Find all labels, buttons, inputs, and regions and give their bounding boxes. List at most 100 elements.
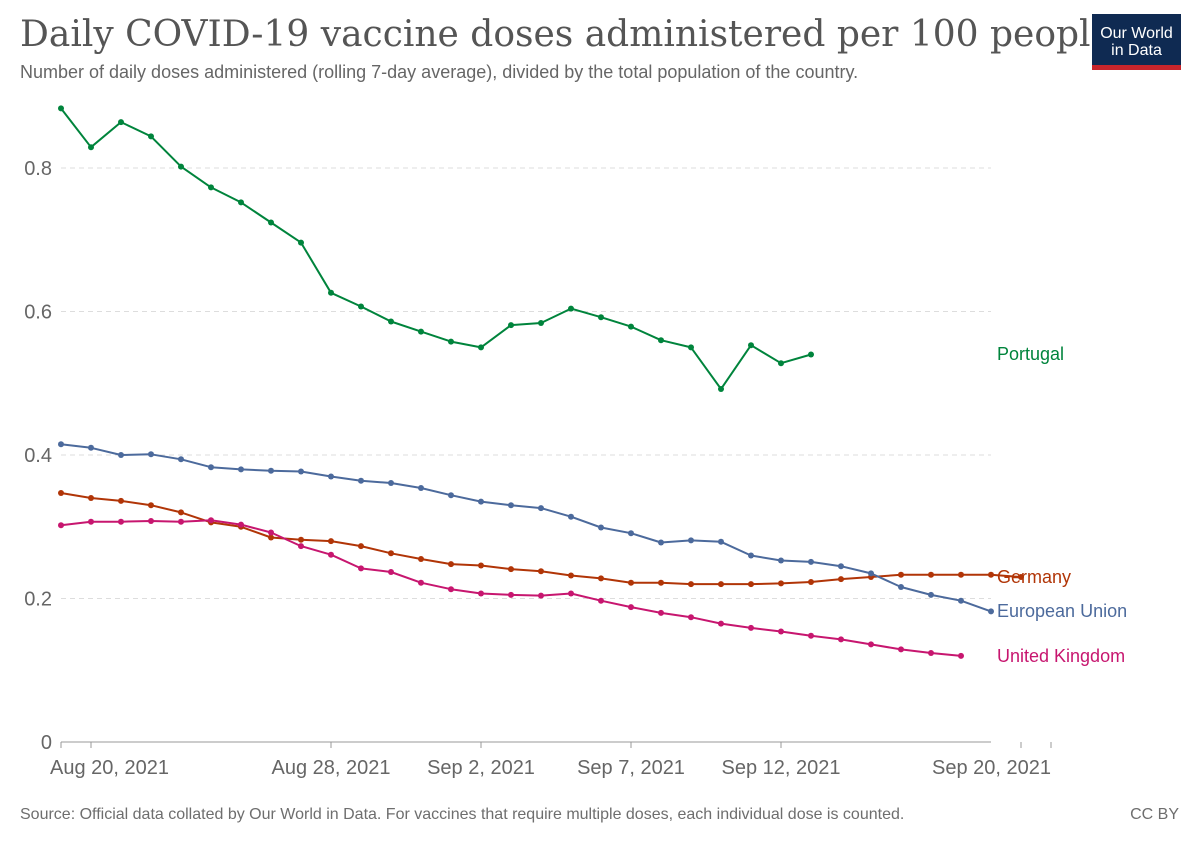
data-point[interactable] [298,239,304,246]
data-point[interactable] [718,620,724,627]
data-point[interactable] [208,517,214,524]
series-line-portugal[interactable] [60,107,812,390]
data-point[interactable] [58,490,64,496]
data-point[interactable] [358,543,364,550]
data-point[interactable] [118,452,124,458]
data-point[interactable] [358,565,364,572]
data-point[interactable] [808,579,814,585]
data-point[interactable] [898,584,904,590]
data-point[interactable] [598,597,604,604]
license-link[interactable]: CC BY [1130,806,1179,823]
data-point[interactable] [748,342,754,349]
data-point[interactable] [508,566,514,573]
data-point[interactable] [718,538,724,545]
data-point[interactable] [958,597,964,604]
data-point[interactable] [988,608,994,615]
data-point[interactable] [958,571,964,578]
data-point[interactable] [778,360,784,367]
data-point[interactable] [718,581,724,588]
data-point[interactable] [148,518,154,524]
data-point[interactable] [418,485,424,491]
data-point[interactable] [958,652,964,659]
data-point[interactable] [148,451,154,458]
data-point[interactable] [88,444,94,451]
data-point[interactable] [598,314,604,321]
data-point[interactable] [118,518,124,525]
data-point[interactable] [508,322,514,329]
data-point[interactable] [628,323,634,330]
data-point[interactable] [748,624,754,631]
data-point[interactable] [628,530,634,537]
data-point[interactable] [598,575,604,582]
data-point[interactable] [298,536,304,543]
series-label-portugal[interactable]: Portugal [997,344,1064,364]
data-point[interactable] [418,556,424,562]
series-label-united-kingdom[interactable]: United Kingdom [997,646,1125,666]
data-point[interactable] [598,524,604,531]
series-united-kingdom[interactable] [58,517,964,659]
data-point[interactable] [508,591,514,598]
data-point[interactable] [208,184,214,191]
data-point[interactable] [538,592,544,599]
data-point[interactable] [538,320,544,326]
data-point[interactable] [298,468,304,475]
data-point[interactable] [268,467,274,474]
data-point[interactable] [58,522,64,529]
data-point[interactable] [658,609,664,616]
data-point[interactable] [688,344,694,351]
data-point[interactable] [88,518,94,525]
data-point[interactable] [988,571,994,578]
data-point[interactable] [178,509,184,516]
data-point[interactable] [478,562,484,569]
data-point[interactable] [508,502,514,509]
data-point[interactable] [328,473,334,480]
series-label-germany[interactable]: Germany [997,567,1071,587]
data-point[interactable] [928,650,934,656]
data-point[interactable] [328,551,334,558]
data-point[interactable] [688,614,694,621]
data-point[interactable] [298,543,304,550]
data-point[interactable] [868,570,874,577]
data-point[interactable] [568,590,574,597]
data-point[interactable] [538,505,544,512]
data-point[interactable] [718,386,724,392]
owid-logo[interactable]: Our World in Data [1092,14,1181,70]
data-point[interactable] [898,646,904,653]
data-point[interactable] [418,579,424,586]
data-point[interactable] [388,550,394,557]
data-point[interactable] [778,557,784,564]
data-point[interactable] [808,351,814,358]
data-point[interactable] [178,456,184,463]
data-point[interactable] [58,105,64,112]
data-point[interactable] [238,466,244,473]
data-point[interactable] [418,328,424,335]
data-point[interactable] [208,464,214,471]
series-line-european-union[interactable] [60,443,992,613]
data-point[interactable] [538,568,544,575]
data-point[interactable] [568,513,574,520]
data-point[interactable] [388,569,394,575]
data-point[interactable] [178,163,184,170]
data-point[interactable] [868,641,874,648]
data-point[interactable] [268,219,274,226]
data-point[interactable] [358,303,364,310]
data-point[interactable] [748,552,754,559]
data-point[interactable] [838,563,844,570]
data-point[interactable] [88,495,94,501]
data-point[interactable] [238,521,244,528]
series-line-united-kingdom[interactable] [60,519,962,657]
data-point[interactable] [808,558,814,565]
series-label-european-union[interactable]: European Union [997,601,1127,621]
data-point[interactable] [928,571,934,578]
data-point[interactable] [388,318,394,325]
data-point[interactable] [178,518,184,525]
data-point[interactable] [748,581,754,588]
data-point[interactable] [328,538,334,545]
data-point[interactable] [148,133,154,140]
data-point[interactable] [658,539,664,546]
data-point[interactable] [118,497,124,504]
data-point[interactable] [448,492,454,499]
data-point[interactable] [568,572,574,579]
data-point[interactable] [1018,574,1024,580]
data-point[interactable] [448,561,454,568]
